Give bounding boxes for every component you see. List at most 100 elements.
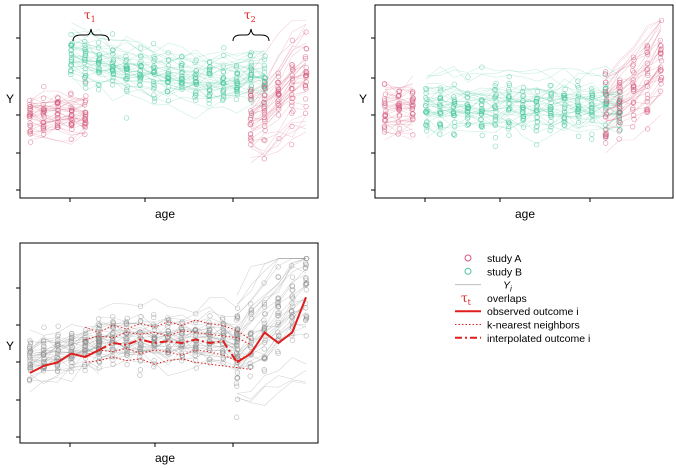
trajectory-line (384, 124, 413, 126)
data-point (124, 350, 130, 356)
data-point (219, 97, 226, 104)
trajectory-line (71, 22, 265, 59)
trajectory-line (605, 72, 662, 116)
data-point (290, 295, 296, 302)
trajectory-line (250, 42, 307, 99)
panel-bottom-left: Y age (6, 242, 319, 465)
data-point (410, 111, 416, 117)
data-point (644, 70, 651, 76)
data-point (617, 95, 623, 102)
data-point (220, 68, 226, 74)
data-point (150, 78, 157, 85)
data-point (506, 73, 512, 80)
data-point (262, 116, 268, 123)
data-point (617, 106, 623, 112)
data-point (464, 112, 471, 118)
data-point (219, 348, 226, 354)
trajectory-line (236, 357, 307, 394)
trajectory-line (605, 71, 662, 120)
data-point (262, 56, 268, 62)
marker-group (26, 78, 89, 145)
data-point (616, 128, 622, 134)
data-point (381, 81, 388, 87)
data-point (290, 95, 296, 101)
data-point (68, 90, 74, 96)
trajectory-line (426, 88, 620, 102)
data-point (247, 131, 254, 137)
data-point (451, 101, 458, 107)
data-point (602, 89, 609, 95)
data-point (479, 107, 485, 114)
data-point (27, 109, 33, 116)
data-point (506, 95, 512, 101)
data-point (82, 65, 89, 72)
data-point (589, 112, 596, 119)
data-point (290, 78, 296, 84)
data-point (262, 118, 268, 124)
trajectory-line (605, 79, 662, 129)
data-point (562, 102, 568, 108)
trajectory-line (250, 107, 307, 149)
data-point (534, 89, 541, 95)
data-point (109, 59, 116, 66)
data-point (68, 62, 75, 68)
data-point (630, 99, 637, 105)
trajectory-line (236, 379, 307, 402)
data-point (478, 116, 484, 123)
data-point (81, 361, 88, 368)
data-point (657, 64, 664, 70)
data-point (234, 305, 241, 311)
data-point (165, 331, 172, 337)
trajectory-line (605, 46, 662, 107)
data-point (261, 300, 268, 306)
trajectory-line (98, 349, 238, 364)
trajectory-line (605, 20, 662, 79)
data-point (82, 116, 88, 122)
data-point (138, 73, 144, 80)
data-point (396, 88, 402, 94)
trajectory-line (605, 20, 662, 91)
data-point (276, 336, 282, 342)
trajectory-line (605, 21, 662, 78)
data-point (164, 334, 171, 340)
trajectory-line (71, 41, 265, 70)
data-point (193, 68, 199, 74)
data-point (574, 83, 581, 89)
data-point (68, 121, 74, 127)
trajectory-line (236, 274, 307, 340)
tau1-brace (72, 28, 110, 42)
data-point (124, 344, 130, 350)
data-point (492, 105, 498, 111)
data-point (302, 110, 309, 116)
data-point (303, 46, 310, 52)
trajectory-line (29, 348, 100, 368)
data-point (69, 334, 75, 340)
data-point (437, 109, 444, 116)
data-point (533, 141, 540, 148)
data-point (589, 136, 595, 142)
data-point (110, 68, 116, 74)
data-point (235, 353, 241, 359)
data-point (534, 115, 540, 121)
data-point (109, 66, 116, 72)
data-point (151, 334, 158, 340)
data-point (616, 109, 623, 116)
trajectory-line (71, 63, 265, 99)
trajectory-line (384, 87, 413, 97)
data-point (630, 124, 636, 130)
trajectory-line (98, 344, 238, 359)
data-point (41, 106, 47, 112)
data-point (548, 93, 554, 100)
data-point (276, 92, 282, 98)
data-point (276, 135, 282, 142)
data-point (261, 62, 267, 69)
data-point (221, 320, 227, 327)
data-point (247, 330, 254, 337)
data-point (396, 107, 402, 113)
data-point (69, 364, 75, 370)
data-point (27, 139, 34, 145)
data-point (276, 102, 282, 108)
data-point (506, 80, 512, 87)
trajectory-line (29, 360, 100, 383)
data-point (303, 275, 309, 281)
